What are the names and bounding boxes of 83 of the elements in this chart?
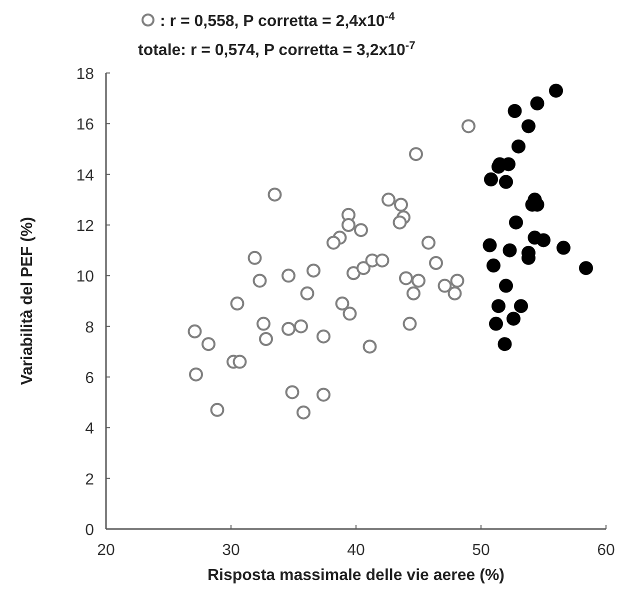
point [268, 188, 282, 202]
point [362, 340, 377, 354]
point [499, 278, 513, 293]
point [484, 172, 498, 186]
point [392, 215, 407, 230]
point [502, 243, 517, 258]
point [492, 299, 506, 314]
point [230, 296, 244, 311]
legend-label: : r = 0,558, P corretta = 2,4x10$^{-4}$ [160, 11, 396, 30]
y-tick-label: 10 [76, 268, 94, 286]
point [300, 286, 314, 300]
y-axis-title: Variabilità del PEF (%) [19, 216, 36, 386]
point [282, 268, 296, 283]
point [326, 236, 340, 250]
point [346, 266, 360, 280]
point [296, 405, 310, 420]
point [412, 274, 426, 288]
point [498, 337, 512, 352]
y-tick-label: 8 [85, 319, 94, 336]
x-tick-label: 50 [472, 542, 490, 559]
point [316, 329, 330, 344]
y-tick-label: 6 [85, 370, 94, 387]
y-tick-label: 16 [76, 116, 94, 134]
point [409, 147, 423, 162]
point [252, 274, 267, 288]
point [512, 139, 526, 154]
point [448, 286, 462, 300]
point [402, 316, 417, 331]
y-tick-label: 0 [85, 522, 94, 539]
point [382, 192, 396, 207]
x-axis-title: Risposta massimale delle vie aeree (%) [207, 567, 505, 584]
point [316, 388, 330, 402]
point [375, 253, 390, 268]
x-tick-label: 60 [597, 542, 615, 559]
y-tick-label: 4 [85, 420, 94, 438]
y-tick-label: 12 [76, 218, 94, 235]
point [462, 119, 476, 134]
point [579, 261, 593, 276]
point [394, 198, 408, 212]
point [335, 296, 350, 311]
point [422, 236, 436, 250]
chart-title: totale: r = 0,574, P corretta = 3,2x10$^{-7}$ [138, 40, 416, 59]
point [285, 385, 300, 400]
point [506, 312, 520, 326]
y-tick-label: 2 [85, 471, 94, 488]
point [530, 96, 544, 110]
point [406, 286, 420, 300]
point [556, 240, 570, 255]
point [259, 332, 273, 346]
point [536, 233, 550, 248]
point [294, 319, 308, 334]
point [248, 250, 262, 265]
point [499, 174, 513, 189]
point [486, 258, 500, 273]
point [202, 337, 216, 352]
point [450, 274, 464, 288]
point [514, 299, 528, 314]
point [189, 367, 203, 382]
point [399, 271, 413, 286]
point [508, 104, 522, 118]
point [232, 354, 247, 369]
x-tick-label: 40 [347, 542, 365, 559]
point [354, 223, 368, 238]
y-tick-label: 18 [76, 66, 94, 83]
point [188, 324, 202, 338]
y-tick-label: 14 [76, 167, 94, 184]
point [509, 215, 523, 230]
point [256, 316, 270, 331]
point [492, 160, 506, 174]
point [306, 264, 320, 278]
point [342, 218, 356, 232]
x-tick-label: 20 [97, 542, 115, 559]
point [429, 256, 443, 270]
point [210, 402, 224, 417]
point [438, 278, 452, 293]
point [282, 322, 296, 336]
point [356, 261, 370, 276]
point [549, 84, 563, 98]
point [342, 306, 357, 321]
x-tick-label: 30 [222, 542, 240, 559]
point [482, 238, 497, 252]
point [522, 119, 536, 134]
point [489, 316, 503, 331]
